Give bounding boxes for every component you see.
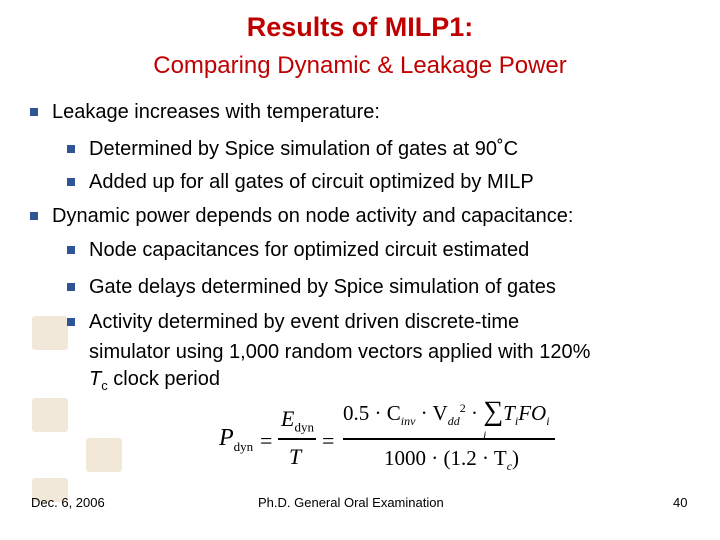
- tc-den-subscript: c: [506, 459, 513, 474]
- ti-symbol: T: [503, 401, 515, 425]
- tc-subscript: c: [101, 378, 108, 393]
- slide-title: Results of MILP1:: [246, 12, 474, 42]
- bullet-square-icon: [67, 318, 75, 326]
- fraction1-bar: [278, 438, 316, 440]
- equation-lhs: Pdyn: [219, 425, 253, 455]
- footer-title: Ph.D. General Oral Examination: [258, 495, 444, 510]
- ti-subscript: i: [514, 414, 519, 429]
- bullet-text: Activity determined by event driven disc…: [89, 311, 520, 333]
- slide-subtitle: Comparing Dynamic & Leakage Power: [153, 52, 567, 79]
- fraction1-numerator: Edyn: [281, 406, 314, 435]
- decorative-block-4: [32, 478, 68, 502]
- num-dot: ·: [465, 401, 484, 425]
- decorative-block-1: [32, 316, 68, 350]
- subbullet-gate-delays: Gate delays determined by Spice simulati…: [67, 275, 556, 299]
- decorative-block-3: [86, 438, 122, 472]
- clock-period-text: clock period: [107, 368, 220, 390]
- bullet-square-icon: [67, 246, 75, 254]
- bullet-text: Gate delays determined by Spice simulati…: [89, 276, 556, 298]
- bullet-square-icon: [30, 212, 38, 220]
- bullet-text: Leakage increases with temperature:: [52, 101, 380, 123]
- footer-date: Dec. 6, 2006: [31, 495, 105, 510]
- fraction1-denominator: T: [289, 444, 301, 470]
- fo-subscript: i: [546, 414, 550, 429]
- num-v: · V: [415, 401, 448, 425]
- p-subscript: dyn: [233, 438, 254, 454]
- bullet-square-icon: [67, 178, 75, 186]
- tc-symbol: T: [89, 368, 102, 390]
- e-symbol: E: [281, 406, 295, 431]
- subbullet-node-cap: Node capacitances for optimized circuit …: [67, 238, 529, 262]
- vdd-subscript: dd: [447, 414, 460, 429]
- num-const: 0.5 · C: [343, 401, 401, 425]
- fo-symbol: FO: [518, 401, 547, 425]
- bullet-square-icon: [67, 145, 75, 153]
- page-number: 40: [673, 495, 688, 510]
- sum-index: i: [483, 428, 487, 442]
- bullet-text: Dynamic power depends on node activity a…: [52, 205, 574, 227]
- subbullet-activity: Activity determined by event driven disc…: [67, 310, 519, 334]
- subbullet-spice-temp: Determined by Spice simulation of gates …: [67, 137, 518, 161]
- activity-clock-period-line: Tc clock period: [89, 367, 220, 398]
- bullet-text: Added up for all gates of circuit optimi…: [89, 171, 534, 193]
- fraction2-numerator: 0.5 · Cinv · Vdd2 · ∑TiFOi: [343, 396, 550, 429]
- bullet-text: Determined by Spice simulation of gates …: [89, 138, 519, 160]
- activity-continuation-line: simulator using 1,000 random vectors app…: [89, 341, 591, 363]
- e-subscript: dyn: [294, 419, 314, 435]
- fraction2-denominator: 1000 · (1.2 · Tc): [384, 446, 519, 474]
- cinv-subscript: inv: [400, 414, 416, 429]
- t-symbol: T: [289, 444, 302, 469]
- sigma-icon: ∑: [483, 396, 504, 427]
- bullet-dynamic-power: Dynamic power depends on node activity a…: [30, 204, 573, 228]
- decorative-block-2: [32, 398, 68, 432]
- vdd-squared: 2: [459, 401, 466, 415]
- equals-sign-2: =: [322, 428, 335, 453]
- bullet-text: Node capacitances for optimized circuit …: [89, 239, 530, 261]
- den-text: 1000 · (1.2 · T: [384, 446, 507, 470]
- subbullet-added-up: Added up for all gates of circuit optimi…: [67, 170, 534, 194]
- den-close: ): [512, 446, 520, 470]
- fraction2-bar: [343, 438, 555, 440]
- p-symbol: P: [219, 425, 234, 451]
- bullet-leakage: Leakage increases with temperature:: [30, 100, 380, 124]
- bullet-square-icon: [67, 283, 75, 291]
- equals-sign-1: =: [260, 428, 273, 453]
- bullet-square-icon: [30, 108, 38, 116]
